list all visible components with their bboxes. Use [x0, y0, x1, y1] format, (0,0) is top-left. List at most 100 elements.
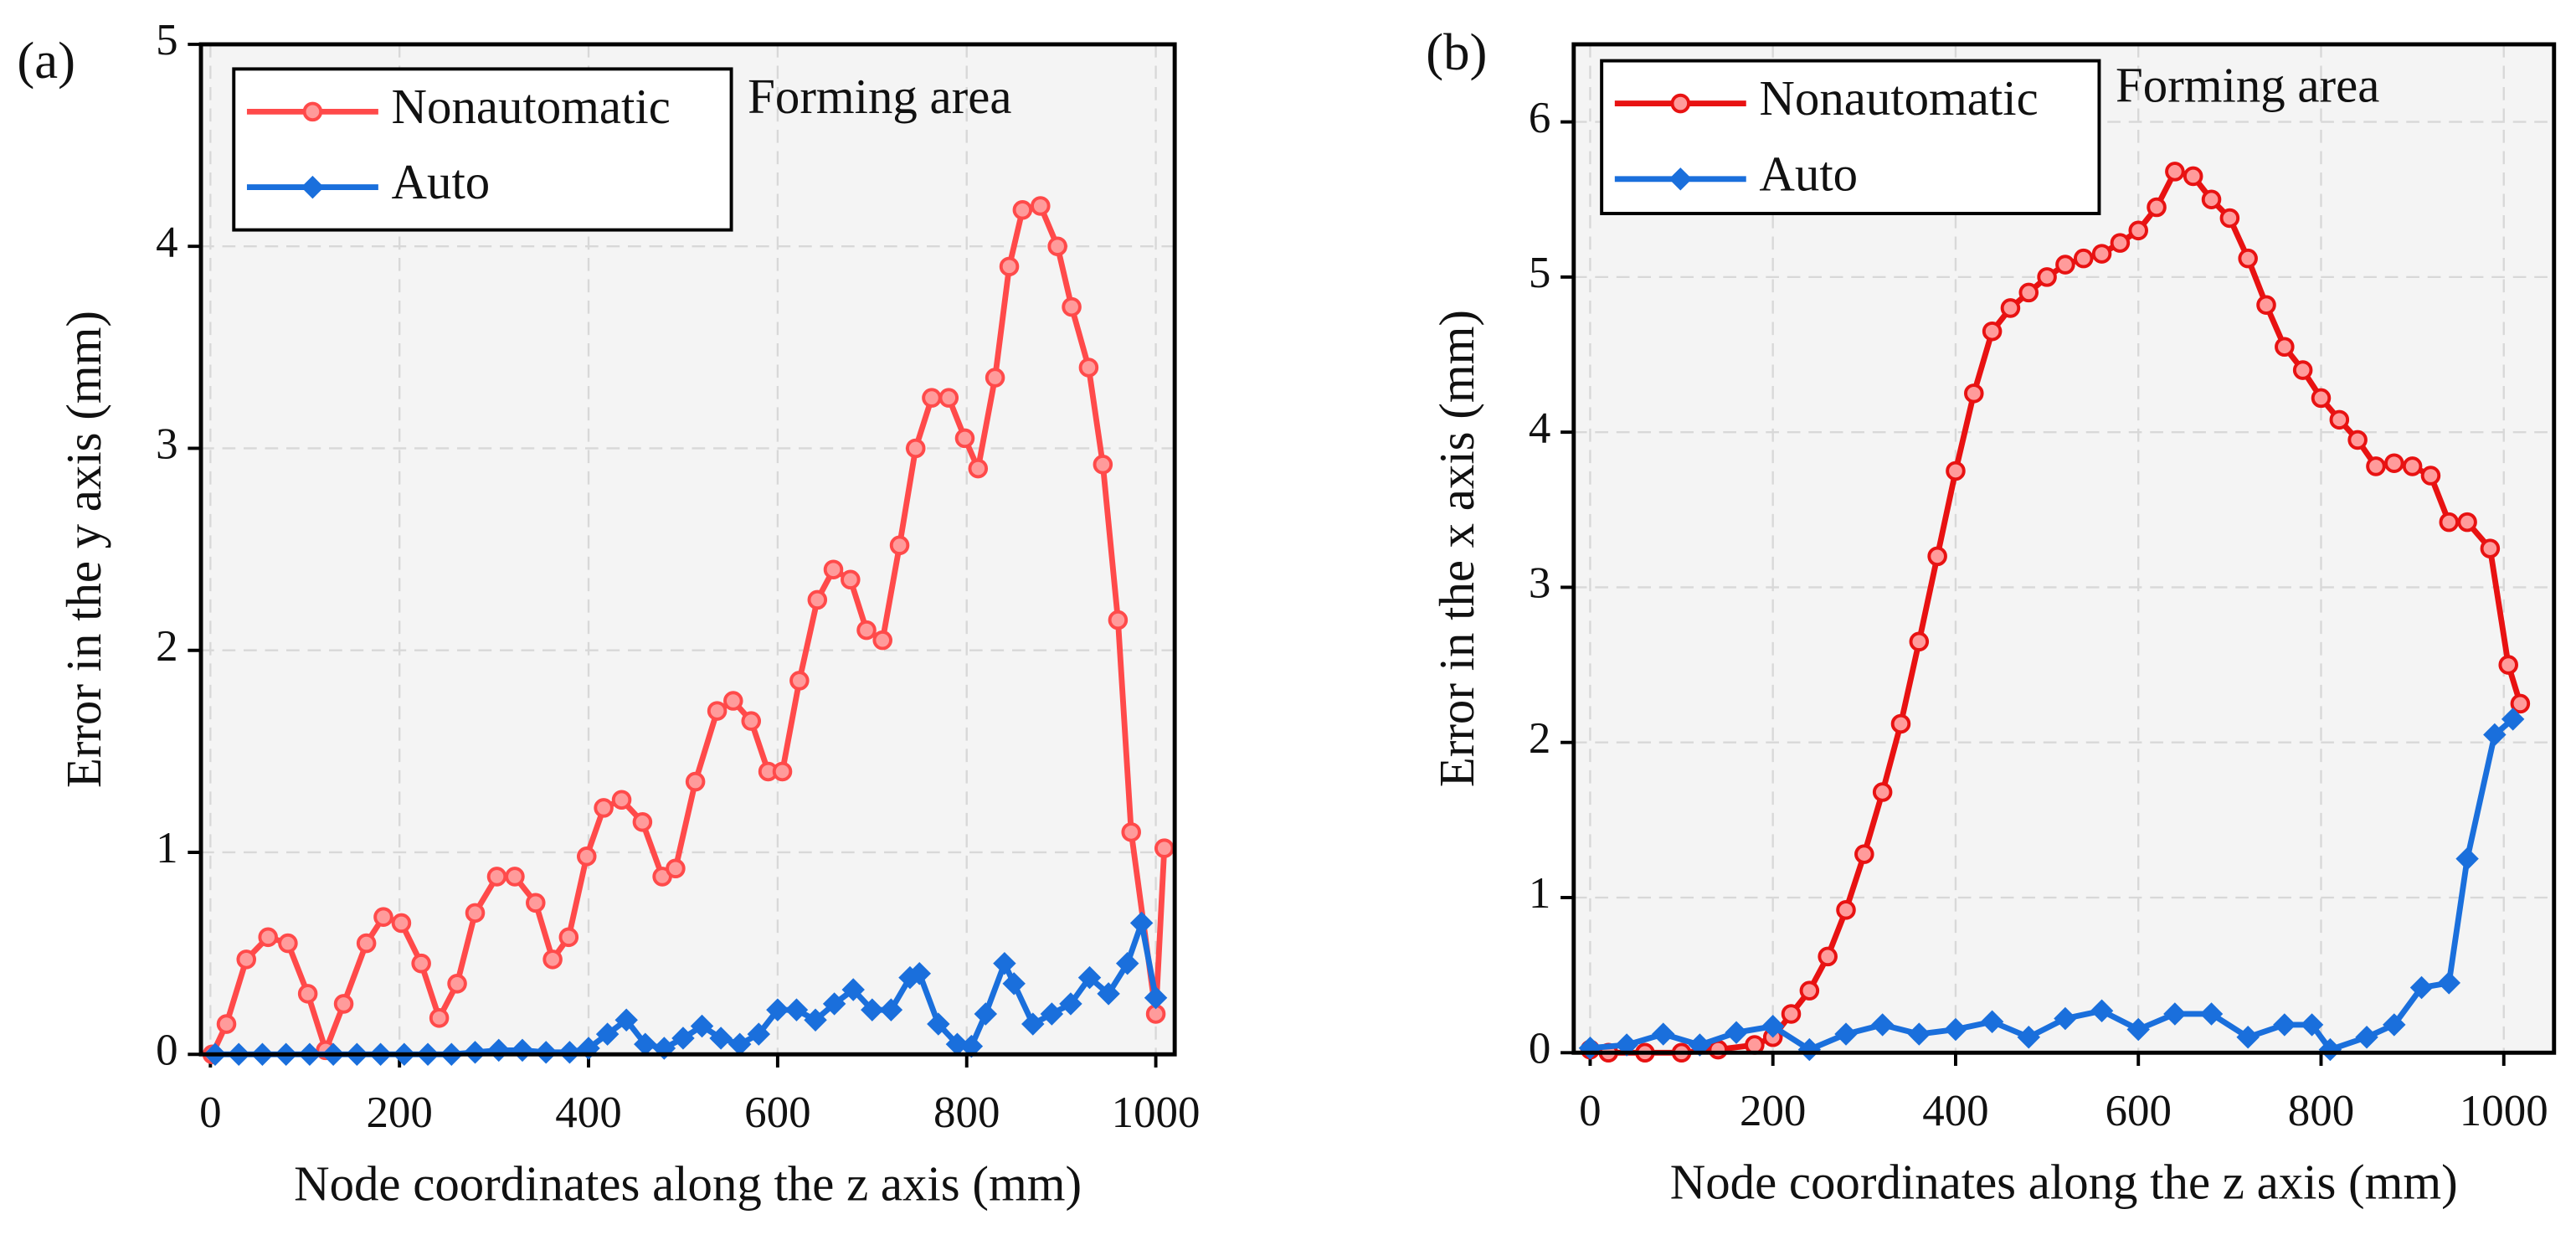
- diamond-marker: [2437, 971, 2460, 995]
- legend-box: [1600, 59, 2101, 215]
- circle-marker: [772, 761, 793, 782]
- y-tick-label: 5: [156, 16, 177, 64]
- circle-marker: [2420, 466, 2441, 486]
- circle-marker: [2439, 512, 2460, 533]
- circle-marker: [2219, 208, 2240, 229]
- circle-marker: [1708, 1039, 1728, 1060]
- diamond-marker: [1797, 1037, 1822, 1062]
- x-tick-label: 400: [1922, 1087, 1988, 1135]
- circle-marker: [2510, 693, 2531, 714]
- diamond-marker: [595, 1022, 620, 1046]
- x-tick-label: 1000: [2460, 1087, 2548, 1135]
- circle-marker: [2165, 162, 2185, 182]
- x-tick-label: 200: [366, 1088, 432, 1137]
- diamond-marker: [993, 951, 1016, 975]
- circle-marker: [999, 256, 1020, 277]
- circle-marker: [356, 933, 377, 954]
- diamond-marker: [1002, 972, 1026, 996]
- circle-marker: [872, 630, 892, 651]
- circle-marker: [1836, 900, 1856, 920]
- y-axis-title: Error in the x axis (mm): [1430, 310, 1484, 787]
- circle-marker: [2091, 244, 2112, 264]
- circle-marker: [2402, 456, 2423, 476]
- circle-marker: [2073, 248, 2094, 269]
- circle-marker: [297, 984, 318, 1004]
- diamond-marker: [690, 1014, 714, 1038]
- circle-marker: [954, 428, 975, 449]
- circle-marker: [1890, 713, 1911, 734]
- circle-marker: [1121, 822, 1141, 842]
- circle-marker: [938, 388, 959, 408]
- circle-marker: [2366, 456, 2386, 476]
- x-axis-title: Node coordinates along the z axis (mm): [294, 1157, 1082, 1212]
- circle-marker: [594, 798, 614, 818]
- y-tick-label: 1: [1529, 869, 1550, 918]
- diamond-marker: [1021, 1012, 1045, 1036]
- circle-marker: [1799, 980, 1820, 1001]
- diamond-marker: [1144, 985, 1168, 1010]
- x-tick-label: 200: [1740, 1087, 1806, 1135]
- circle-marker: [2128, 220, 2148, 241]
- diamond-marker: [747, 1022, 771, 1046]
- circle-marker: [542, 949, 563, 970]
- y-axis-title: Error in the y axis (mm): [57, 311, 111, 788]
- circle-marker: [968, 458, 989, 479]
- circle-marker: [1154, 838, 1175, 858]
- panel-label: (a): [17, 31, 75, 90]
- legend-marker: [1670, 93, 1691, 114]
- annotation: Forming area: [2116, 58, 2379, 112]
- x-tick-label: 600: [2106, 1087, 2172, 1135]
- circle-marker: [558, 927, 579, 948]
- circle-marker: [486, 867, 507, 887]
- circle-marker: [741, 711, 762, 731]
- y-tick-label: 5: [1529, 249, 1550, 297]
- x-tick-label: 600: [744, 1088, 810, 1137]
- diamond-marker: [614, 1008, 638, 1032]
- circle-marker: [1031, 196, 1051, 216]
- circle-marker: [905, 438, 926, 459]
- circle-marker: [278, 933, 298, 954]
- diamond-marker: [879, 998, 903, 1021]
- legend-label: Auto: [1759, 147, 1858, 201]
- diamond-marker: [2273, 1013, 2296, 1037]
- circle-marker: [1964, 383, 1984, 404]
- circle-marker: [373, 907, 393, 927]
- circle-marker: [2275, 337, 2295, 358]
- circle-marker: [505, 867, 525, 887]
- circle-marker: [1012, 200, 1033, 220]
- y-tick-label: 4: [1529, 404, 1550, 452]
- diamond-marker: [861, 998, 884, 1021]
- x-tick-label: 800: [933, 1088, 1000, 1137]
- legend-label: Nonautomatic: [392, 80, 671, 134]
- diamond-marker: [2318, 1037, 2342, 1062]
- diamond-marker: [766, 998, 789, 1021]
- y-tick-label: 3: [1529, 559, 1550, 608]
- circle-marker: [526, 893, 546, 913]
- diamond-marker: [1077, 965, 1102, 990]
- x-tick-label: 400: [555, 1088, 621, 1137]
- circle-marker: [666, 858, 686, 879]
- y-tick-label: 3: [156, 420, 177, 469]
- circle-marker: [1872, 782, 1893, 802]
- circle-marker: [2110, 233, 2131, 253]
- circle-marker: [391, 913, 412, 934]
- circle-marker: [429, 1008, 450, 1028]
- circle-marker: [1854, 844, 1874, 864]
- circle-marker: [2000, 298, 2021, 318]
- circle-marker: [2201, 189, 2222, 210]
- panel-label: (b): [1426, 23, 1487, 81]
- circle-marker: [2037, 267, 2057, 287]
- x-tick-label: 1000: [1112, 1088, 1201, 1137]
- circle-marker: [856, 620, 877, 641]
- circle-marker: [807, 589, 828, 610]
- circle-marker: [2480, 538, 2501, 558]
- circle-marker: [1909, 631, 1930, 652]
- legend-label: Nonautomatic: [1759, 71, 2038, 126]
- diamond-marker: [1725, 1021, 1748, 1044]
- plot-frame: [198, 42, 1177, 1057]
- diamond-marker: [959, 1034, 984, 1058]
- circle-marker: [1047, 236, 1067, 256]
- circle-marker: [333, 994, 354, 1014]
- legend-marker: [302, 101, 323, 122]
